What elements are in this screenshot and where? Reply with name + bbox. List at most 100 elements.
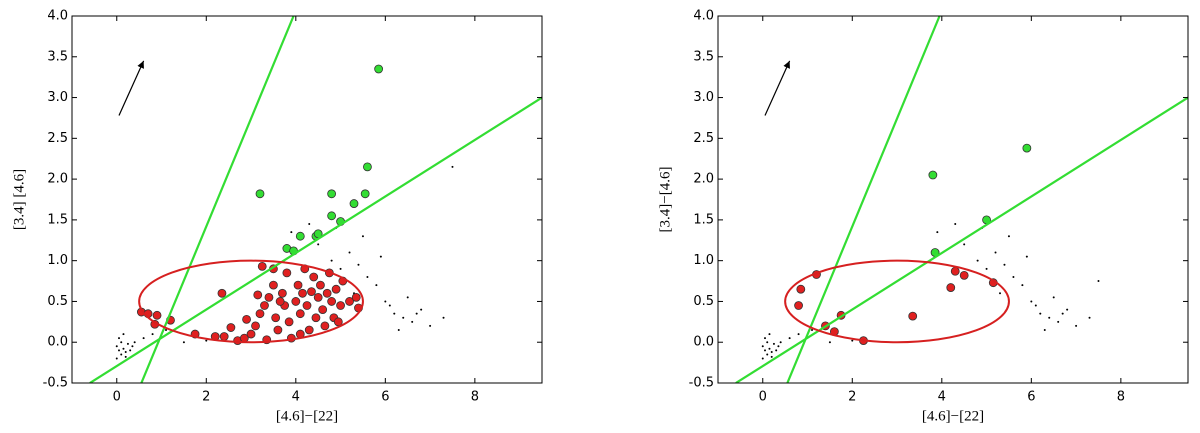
- point: [120, 353, 123, 356]
- point: [384, 300, 387, 303]
- point: [761, 357, 764, 360]
- y-tick-label: 2.5: [693, 131, 714, 146]
- point: [1012, 275, 1015, 278]
- point: [1048, 316, 1051, 319]
- point: [397, 328, 400, 331]
- point: [302, 301, 312, 310]
- point: [976, 259, 979, 262]
- point: [277, 288, 287, 298]
- point: [375, 284, 378, 287]
- point: [282, 268, 292, 278]
- y-tick-label: 3.0: [693, 90, 714, 105]
- point: [363, 162, 372, 172]
- y-tick-label: -0.5: [689, 376, 714, 391]
- x-axis-title: [4.6]−[22]: [922, 408, 984, 424]
- point: [764, 349, 766, 352]
- point: [273, 325, 283, 335]
- point: [1030, 300, 1033, 303]
- point: [348, 251, 351, 254]
- point: [999, 292, 1001, 295]
- point: [361, 235, 364, 238]
- point: [333, 317, 343, 327]
- point: [360, 189, 370, 199]
- point: [959, 270, 969, 280]
- y-tick-label: 2.0: [47, 172, 68, 187]
- point: [131, 345, 134, 348]
- point: [295, 309, 305, 319]
- point: [165, 328, 167, 331]
- point: [946, 283, 956, 292]
- plot-frame: [71, 15, 543, 384]
- point: [406, 296, 409, 299]
- point: [298, 288, 307, 298]
- point: [257, 261, 267, 271]
- point: [928, 170, 938, 180]
- arrow: [118, 60, 145, 116]
- point: [275, 297, 285, 306]
- plot-frame: [717, 15, 1189, 384]
- point: [357, 263, 360, 266]
- arrow: [764, 60, 791, 116]
- y-tick-label: 3.5: [47, 49, 68, 64]
- ellipse: [138, 259, 364, 344]
- x-tick-label: 8: [471, 390, 479, 405]
- point: [316, 280, 325, 290]
- y-tick-label: 0.5: [47, 294, 68, 309]
- point: [327, 211, 337, 221]
- point: [151, 333, 154, 336]
- y-tick-label: 2.0: [693, 172, 714, 187]
- point: [304, 325, 314, 335]
- point: [766, 341, 769, 344]
- y-tick-label: 0.0: [47, 335, 68, 350]
- point: [255, 309, 265, 319]
- x-tick-label: 2: [848, 390, 856, 405]
- point: [764, 337, 766, 340]
- point: [936, 231, 939, 234]
- point: [124, 355, 127, 358]
- point: [219, 332, 229, 341]
- point: [772, 342, 775, 345]
- point: [796, 284, 806, 294]
- point: [442, 316, 445, 319]
- point: [775, 349, 778, 352]
- plot-area: [89, 16, 542, 383]
- y-tick-label: 3.0: [47, 90, 68, 105]
- y-tick-label: 4.0: [693, 9, 714, 24]
- point: [1061, 312, 1064, 315]
- x-tick-label: 0: [113, 390, 121, 405]
- x-tick-label: 4: [938, 390, 946, 405]
- point: [770, 351, 773, 354]
- point: [251, 321, 260, 331]
- point: [766, 353, 769, 356]
- point: [1097, 280, 1100, 283]
- point: [1066, 308, 1069, 311]
- point: [327, 189, 337, 199]
- y-tick-label: 1.0: [47, 253, 68, 268]
- point: [264, 292, 274, 302]
- point: [851, 339, 854, 342]
- y-tick-label: 1.5: [47, 212, 68, 227]
- point: [269, 280, 278, 290]
- y-tick-label: 4.0: [47, 9, 68, 24]
- point: [797, 333, 800, 336]
- point: [295, 231, 305, 241]
- point: [129, 349, 132, 352]
- point: [255, 189, 265, 199]
- point: [339, 267, 342, 270]
- x-tick-label: 6: [1027, 390, 1035, 405]
- point: [794, 301, 803, 310]
- y-tick-label: -0.5: [43, 376, 68, 391]
- point: [226, 323, 236, 332]
- point: [120, 341, 123, 344]
- point: [768, 347, 771, 350]
- point: [1007, 235, 1010, 238]
- point: [985, 267, 988, 270]
- point: [349, 199, 359, 208]
- point: [1034, 304, 1037, 307]
- x-tick-label: 8: [1117, 390, 1125, 405]
- point: [1052, 296, 1055, 299]
- point: [290, 231, 293, 234]
- point: [271, 313, 281, 323]
- point: [950, 266, 960, 276]
- point: [242, 314, 251, 324]
